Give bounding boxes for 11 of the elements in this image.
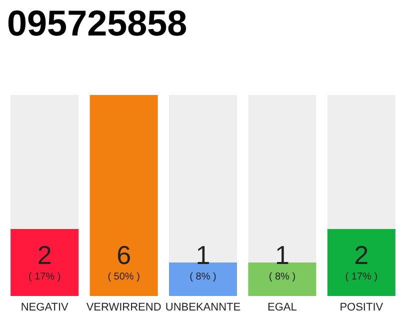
x-tick-label: VERWIRREND bbox=[86, 302, 162, 314]
data-label: 2 ( 17% ) bbox=[345, 240, 378, 282]
x-tick-label: POSITIV bbox=[340, 302, 384, 314]
data-label: 1 ( 8% ) bbox=[190, 240, 216, 282]
x-tick-label: NEGATIV bbox=[20, 302, 69, 314]
data-label: 2 ( 17% ) bbox=[28, 240, 61, 282]
x-tick-label: EGAL bbox=[268, 302, 297, 314]
data-label: 1 ( 8% ) bbox=[268, 240, 296, 282]
x-tick-label: UNBEKANNTE bbox=[165, 302, 241, 314]
data-label: 6 ( 50% ) bbox=[108, 240, 140, 282]
chart-title: 095725858 bbox=[7, 2, 188, 44]
